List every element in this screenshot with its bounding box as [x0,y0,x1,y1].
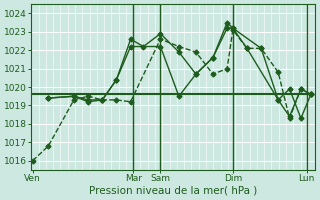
X-axis label: Pression niveau de la mer( hPa ): Pression niveau de la mer( hPa ) [89,186,257,196]
